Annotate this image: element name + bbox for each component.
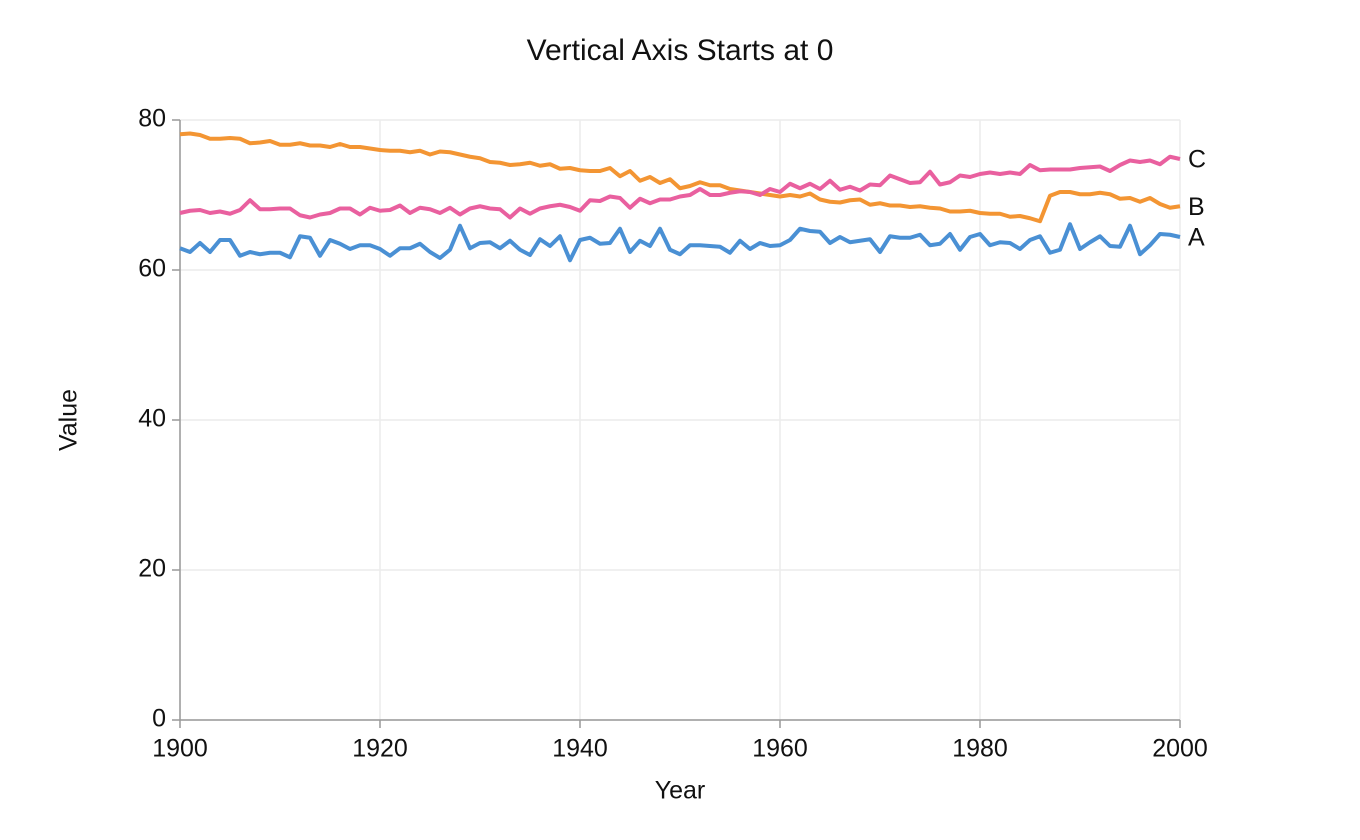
y-tick-label: 20 bbox=[138, 555, 166, 583]
x-tick-label: 1920 bbox=[352, 735, 408, 763]
x-axis-label: Year bbox=[655, 777, 706, 805]
grid bbox=[179, 119, 1181, 721]
series-label: C bbox=[1188, 146, 1206, 174]
x-tick-label: 1960 bbox=[752, 735, 808, 763]
series-label: A bbox=[1188, 224, 1205, 252]
chart-title: Vertical Axis Starts at 0 bbox=[527, 34, 834, 67]
line-series bbox=[179, 131, 1181, 224]
x-tick-label: 1900 bbox=[152, 735, 208, 763]
y-tick-label: 60 bbox=[138, 255, 166, 283]
y-tick-label: 0 bbox=[152, 705, 166, 733]
y-axis-label: Value bbox=[55, 389, 83, 451]
line-series bbox=[179, 222, 1181, 263]
x-tick-label: 2000 bbox=[1152, 735, 1208, 763]
line-series bbox=[179, 154, 1181, 220]
y-tick-label: 80 bbox=[138, 105, 166, 133]
x-tick-label: 1940 bbox=[552, 735, 608, 763]
x-tick-label: 1980 bbox=[952, 735, 1008, 763]
series-label: B bbox=[1188, 193, 1205, 221]
y-tick-label: 40 bbox=[138, 405, 166, 433]
